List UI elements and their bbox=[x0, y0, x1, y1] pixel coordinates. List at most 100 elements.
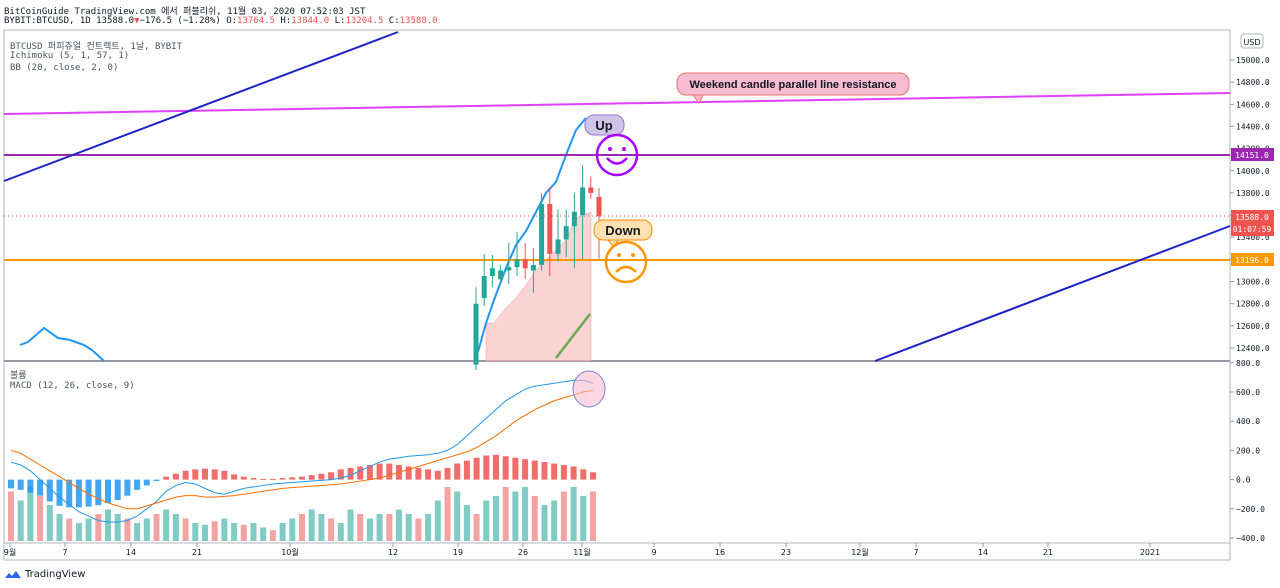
macd-tick-label: 0.0 bbox=[1236, 476, 1251, 485]
down-label: Down bbox=[605, 223, 640, 238]
price-tick-label: 15000.0 bbox=[1236, 56, 1270, 65]
candle-body bbox=[530, 264, 536, 271]
time-tick-label: 21 bbox=[1043, 548, 1053, 557]
low-label: L: bbox=[334, 16, 346, 26]
volume-bar bbox=[231, 523, 238, 541]
volume-legend[interactable]: 볼륨 bbox=[10, 371, 27, 381]
volume-bar bbox=[17, 500, 24, 541]
bb-legend[interactable]: BB (20, close, 2, 0) bbox=[10, 63, 119, 73]
volume-bar bbox=[124, 518, 131, 541]
volume-bar bbox=[269, 530, 276, 541]
candle-body bbox=[580, 187, 586, 216]
ichimoku-legend[interactable]: Ichimoku (5, 1, 57, 1) bbox=[10, 51, 130, 61]
macd-tick-label: −400.0 bbox=[1236, 534, 1265, 543]
histogram-bar bbox=[366, 465, 373, 480]
down-annotation[interactable]: Down bbox=[593, 219, 653, 248]
candle-body bbox=[506, 267, 512, 271]
histogram-bar bbox=[153, 479, 160, 482]
histogram-bar bbox=[37, 479, 44, 496]
ichimoku-lead-line bbox=[477, 117, 587, 353]
price-tick-label: 12600.0 bbox=[1236, 322, 1270, 331]
volume-bar bbox=[376, 514, 383, 541]
resistance-annotation[interactable]: Weekend candle parallel line resistance bbox=[676, 72, 910, 104]
volume-bar bbox=[75, 523, 82, 541]
candle-body bbox=[522, 259, 528, 269]
histogram-bar bbox=[250, 478, 257, 480]
volume-bar bbox=[531, 496, 538, 541]
macd-tick-label: −200.0 bbox=[1236, 505, 1265, 514]
time-tick-label: 23 bbox=[781, 548, 791, 557]
histogram-bar bbox=[415, 467, 422, 480]
high-value: 13844.0 bbox=[291, 16, 330, 26]
tradingview-logo[interactable]: TradingView bbox=[4, 569, 85, 580]
histogram-bar bbox=[114, 479, 121, 501]
time-tick-label: 11월 bbox=[573, 547, 591, 557]
histogram-bar bbox=[560, 465, 567, 480]
volume-bar bbox=[541, 505, 548, 541]
tradingview-logo-icon bbox=[5, 570, 21, 578]
histogram-bar bbox=[551, 463, 558, 480]
histogram-bar bbox=[46, 479, 53, 502]
histogram-bar bbox=[444, 467, 451, 480]
tag-13196-bg bbox=[1231, 253, 1274, 266]
price-change: −176.5 (−1.28%) bbox=[139, 16, 221, 26]
ichimoku-lagging-line bbox=[19, 326, 105, 362]
volume-bar bbox=[114, 514, 121, 541]
histogram-bar bbox=[163, 476, 170, 480]
volume-bar bbox=[473, 514, 480, 541]
histogram-bar bbox=[531, 460, 538, 480]
histogram-bar bbox=[473, 457, 480, 480]
histogram-bar bbox=[376, 463, 383, 480]
close-value: 13588.0 bbox=[399, 16, 438, 26]
volume-bar bbox=[483, 500, 490, 541]
macd-line bbox=[10, 379, 594, 523]
histogram-bar bbox=[231, 474, 238, 480]
histogram-bar bbox=[328, 472, 335, 480]
histogram-bar bbox=[124, 479, 131, 496]
histogram-bar bbox=[95, 479, 102, 506]
candle-body bbox=[498, 270, 504, 280]
volume-bars bbox=[8, 487, 596, 541]
volume-bar bbox=[463, 505, 470, 541]
histogram-bar bbox=[493, 454, 499, 480]
volume-bar bbox=[405, 514, 412, 541]
candles-group bbox=[473, 165, 602, 371]
down-arrow-icon: ▼ bbox=[134, 16, 140, 26]
up-annotation[interactable]: Up bbox=[584, 114, 625, 136]
histogram-bar bbox=[308, 475, 315, 480]
volume-bar bbox=[308, 509, 315, 541]
volume-bar bbox=[522, 487, 529, 541]
histogram-bar bbox=[260, 478, 267, 480]
time-tick-label: 16 bbox=[715, 548, 725, 557]
macd-legend[interactable]: MACD (12, 26, close, 9) bbox=[10, 381, 135, 391]
open-label: O: bbox=[226, 16, 238, 26]
tag-13196: 13196.0 bbox=[1235, 256, 1269, 265]
volume-bar bbox=[85, 518, 92, 541]
pane-title[interactable]: BTCUSD 퍼피츄얼 컨트랙트, 1날, BYBIT bbox=[10, 42, 183, 52]
histogram-bar bbox=[279, 478, 286, 480]
time-tick-label: 12 bbox=[388, 548, 398, 557]
histogram-bar bbox=[56, 479, 63, 506]
resistance-line bbox=[3, 92, 1231, 115]
price-axis[interactable]: USD 15000.014800.014600.014400.014200.01… bbox=[1230, 33, 1274, 353]
volume-bar bbox=[105, 509, 111, 541]
tag-countdown: 01:07:59 bbox=[1233, 225, 1272, 234]
brand-label: TradingView bbox=[25, 569, 86, 580]
time-axis[interactable]: 9월 7 14 21 10월 12 19 26 11월 9 16 23 12월 7 14 21 2021 bbox=[4, 543, 1160, 557]
volume-bar bbox=[366, 518, 373, 541]
volume-bar bbox=[143, 518, 150, 541]
candle-body bbox=[563, 226, 569, 240]
price-tick-label: 14800.0 bbox=[1236, 78, 1270, 87]
histogram-bar bbox=[434, 470, 441, 480]
time-tick-label: 9 bbox=[651, 548, 656, 557]
close-label: C: bbox=[388, 16, 400, 26]
volume-bar bbox=[493, 496, 499, 541]
volume-bar bbox=[386, 514, 393, 541]
time-tick-label: 14 bbox=[978, 548, 988, 557]
base-line bbox=[555, 313, 591, 359]
volume-bar bbox=[46, 505, 53, 541]
volume-bar bbox=[211, 521, 218, 541]
histogram-bar bbox=[8, 479, 14, 489]
histogram-bar bbox=[570, 466, 577, 480]
